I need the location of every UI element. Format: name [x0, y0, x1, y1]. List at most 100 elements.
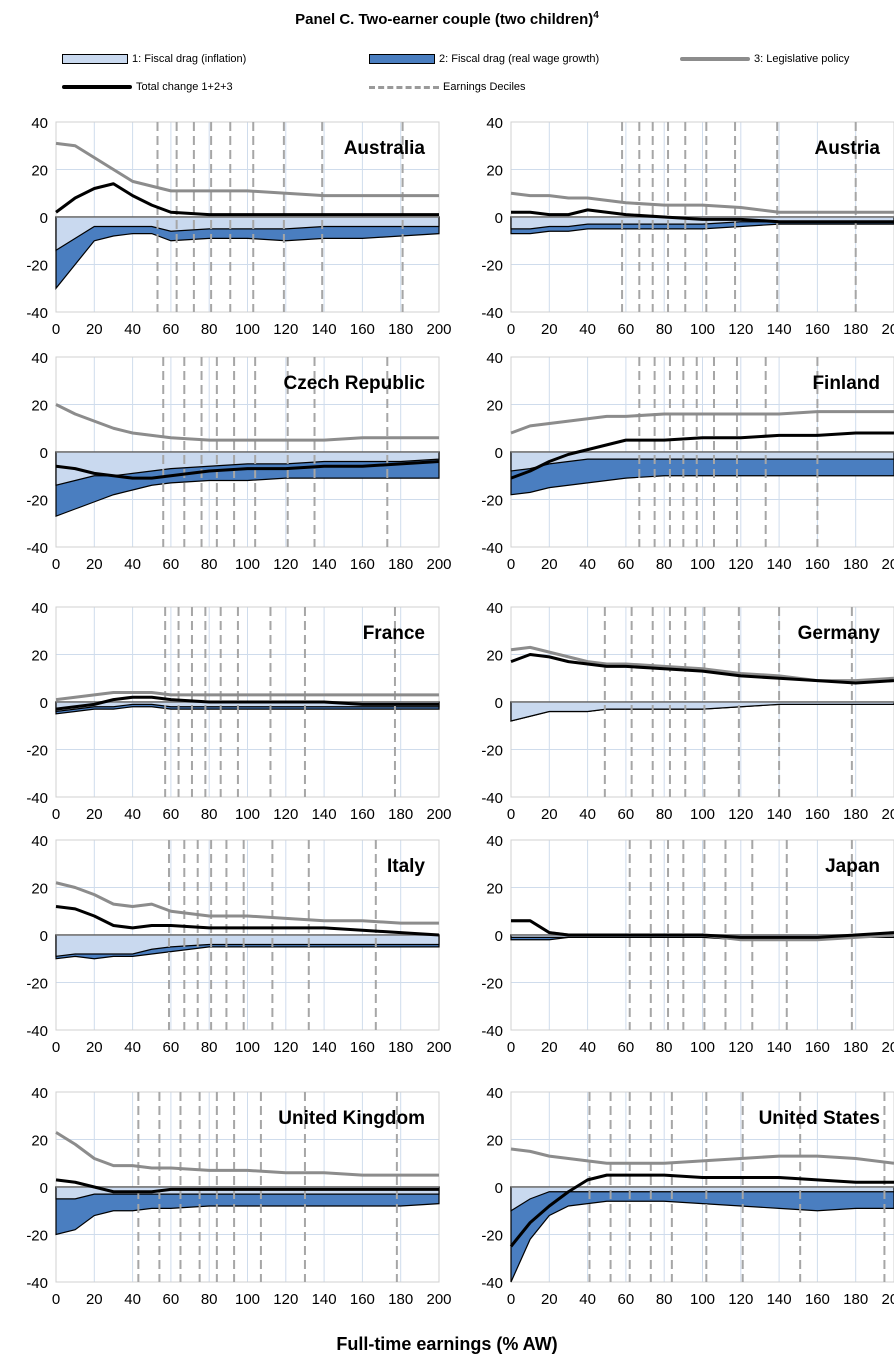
line-total-australia	[55, 182, 439, 217]
x-tick-label: 160	[805, 1039, 830, 1056]
x-tick-label: 40	[579, 556, 596, 573]
x-tick-label: 140	[312, 806, 337, 823]
y-tick-label: 20	[486, 398, 503, 415]
y-tick-label: -20	[481, 493, 503, 510]
area-fiscal-real-united-kingdom	[55, 1186, 440, 1236]
y-tick-label: 20	[31, 398, 48, 415]
x-tick-label: 180	[843, 1039, 868, 1056]
x-tick-label: 60	[163, 556, 180, 573]
chart-japan: 40200-20-40020406080100120140160180200Ja…	[481, 833, 894, 1056]
x-tick-label: 120	[273, 556, 298, 573]
x-tick-label: 120	[273, 806, 298, 823]
area-fiscal-inflation-czech-republic	[55, 451, 440, 487]
legend-item-legislative: 3: Legislative policy	[680, 53, 849, 65]
country-label: Italy	[387, 856, 425, 877]
x-tick-label: 180	[843, 1291, 868, 1308]
y-tick-label: 0	[40, 445, 48, 462]
y-tick-label: 0	[40, 928, 48, 945]
x-tick-label: 40	[579, 806, 596, 823]
y-tick-label: -40	[26, 1023, 48, 1040]
y-tick-label: -40	[26, 790, 48, 807]
y-tick-label: -20	[481, 743, 503, 760]
line-total-germany	[510, 653, 894, 685]
x-tick-label: 60	[618, 321, 635, 338]
x-tick-label: 160	[350, 806, 375, 823]
x-tick-label: 40	[124, 1291, 141, 1308]
legend-swatch-fiscal-inflation	[62, 54, 128, 64]
x-tick-label: 160	[350, 321, 375, 338]
x-tick-label: 60	[163, 1039, 180, 1056]
x-tick-label: 120	[728, 806, 753, 823]
chart-finland: 40200-20-40020406080100120140160180200Fi…	[481, 350, 894, 573]
x-tick-label: 100	[235, 1291, 260, 1308]
area-fiscal-real-united-states	[510, 1186, 894, 1283]
x-tick-label: 20	[86, 806, 103, 823]
x-tick-label: 140	[767, 1039, 792, 1056]
x-tick-label: 100	[690, 321, 715, 338]
y-tick-label: -40	[26, 305, 48, 322]
x-tick-label: 0	[52, 1039, 60, 1056]
y-tick-label: 40	[31, 350, 48, 367]
legend-label-fiscal-real: 2: Fiscal drag (real wage growth)	[439, 53, 600, 65]
x-tick-label: 100	[235, 321, 260, 338]
x-tick-label: 140	[312, 556, 337, 573]
y-tick-label: 40	[486, 1085, 503, 1102]
y-tick-label: 0	[495, 445, 503, 462]
x-tick-label: 40	[124, 1039, 141, 1056]
x-tick-label: 200	[881, 321, 894, 338]
y-tick-label: -20	[481, 258, 503, 275]
y-tick-label: 0	[40, 210, 48, 227]
area-fiscal-real-australia	[55, 216, 440, 290]
x-tick-label: 200	[426, 556, 451, 573]
y-tick-label: 20	[486, 881, 503, 898]
area-fiscal-inflation-united-states	[510, 1186, 894, 1212]
x-tick-label: 80	[656, 806, 673, 823]
x-tick-label: 200	[881, 1039, 894, 1056]
country-label: Germany	[798, 623, 881, 644]
y-tick-label: 0	[495, 210, 503, 227]
x-tick-label: 80	[656, 556, 673, 573]
x-tick-label: 20	[541, 1291, 558, 1308]
x-tick-label: 60	[163, 806, 180, 823]
y-tick-label: 40	[486, 350, 503, 367]
chart-united-states: 40200-20-40020406080100120140160180200Un…	[481, 1085, 894, 1308]
x-tick-label: 20	[86, 321, 103, 338]
x-tick-label: 100	[690, 1039, 715, 1056]
x-tick-label: 0	[507, 556, 515, 573]
x-tick-label: 100	[235, 1039, 260, 1056]
x-tick-label: 200	[426, 1039, 451, 1056]
line-total-czech-republic	[55, 460, 440, 480]
x-tick-label: 80	[201, 1291, 218, 1308]
x-tick-label: 0	[507, 1039, 515, 1056]
y-tick-label: 0	[40, 1180, 48, 1197]
y-tick-label: -20	[481, 976, 503, 993]
x-tick-label: 40	[124, 321, 141, 338]
country-label: Japan	[825, 856, 880, 877]
legend-swatch-total	[62, 85, 132, 89]
x-tick-label: 140	[767, 556, 792, 573]
x-tick-label: 100	[235, 806, 260, 823]
x-tick-label: 120	[273, 1291, 298, 1308]
y-tick-label: 20	[31, 881, 48, 898]
x-tick-label: 200	[426, 1291, 451, 1308]
x-tick-label: 0	[52, 1291, 60, 1308]
x-tick-label: 180	[388, 321, 413, 338]
chart-germany: 40200-20-40020406080100120140160180200Ge…	[481, 600, 894, 823]
x-tick-label: 180	[843, 321, 868, 338]
legend-label-deciles: Earnings Deciles	[443, 81, 526, 93]
x-tick-label: 180	[388, 806, 413, 823]
x-tick-label: 160	[805, 1291, 830, 1308]
line-total-france	[55, 695, 439, 711]
country-label: France	[363, 623, 425, 644]
line-legislative-united-states	[510, 1147, 894, 1165]
x-tick-label: 80	[656, 321, 673, 338]
y-tick-label: -40	[26, 1275, 48, 1292]
line-total-united-kingdom	[55, 1178, 439, 1194]
y-tick-label: 0	[40, 695, 48, 712]
line-legislative-australia	[55, 141, 439, 198]
x-tick-label: 60	[618, 556, 635, 573]
y-tick-label: -40	[481, 790, 503, 807]
x-tick-label: 200	[426, 806, 451, 823]
x-tick-label: 80	[201, 556, 218, 573]
y-tick-label: -20	[26, 976, 48, 993]
